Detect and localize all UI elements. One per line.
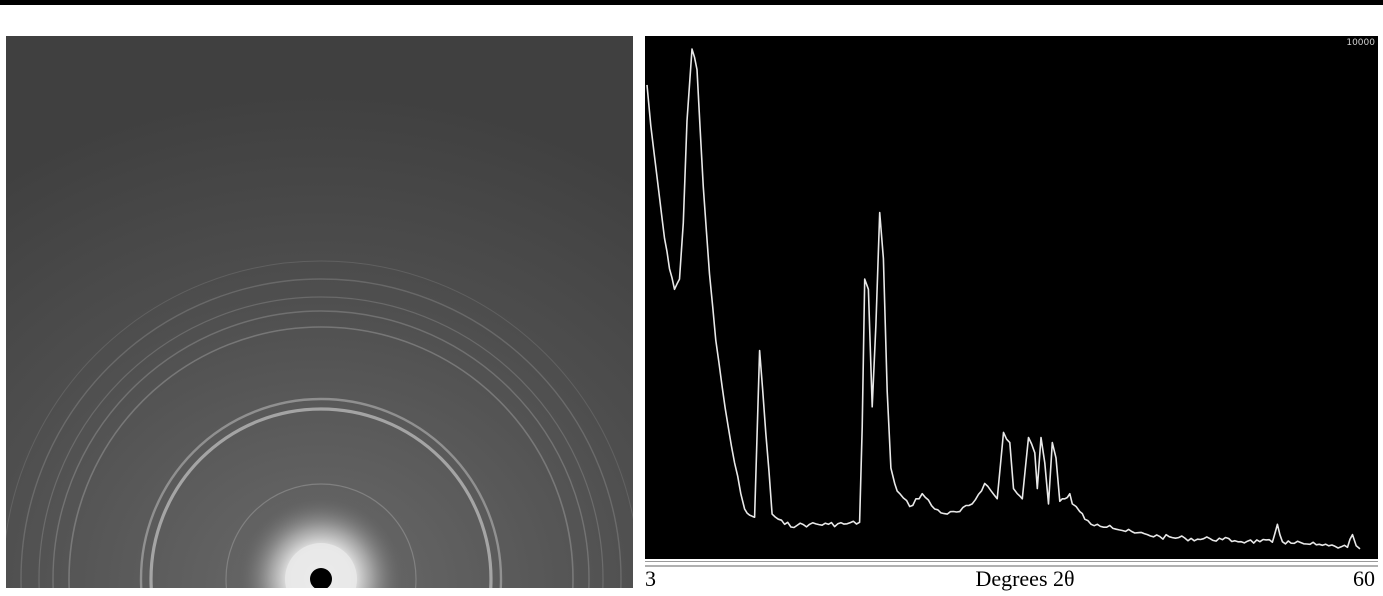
scale-label: 10000 <box>1346 38 1375 48</box>
diffraction-ring <box>20 278 622 588</box>
top-border <box>0 0 1383 5</box>
x-axis-line-outer <box>645 565 1378 567</box>
x-tick-label-min: 3 <box>645 566 656 591</box>
diffraction-ring <box>52 310 590 588</box>
central-halo <box>236 494 406 588</box>
diffraction-ring <box>225 483 417 588</box>
x-tick-label-max: 60 <box>1353 566 1375 591</box>
diffraction-ring <box>149 407 493 588</box>
chart-svg <box>646 48 1361 550</box>
diffraction-ring <box>38 296 604 588</box>
diffraction-pattern-image <box>6 36 633 588</box>
diffraction-rings <box>6 36 633 588</box>
diffraction-ring <box>68 326 574 588</box>
chart-plot-area <box>645 36 1378 559</box>
x-axis-label: Degrees 2θ <box>975 566 1075 591</box>
diffraction-ring <box>6 260 633 540</box>
diffraction-ring <box>139 397 503 588</box>
series-line <box>646 48 1361 550</box>
beamstop-circle-icon <box>310 568 332 588</box>
ring-group <box>6 260 633 588</box>
x-axis-line-inner <box>645 561 1378 562</box>
inner-halo <box>285 543 357 588</box>
